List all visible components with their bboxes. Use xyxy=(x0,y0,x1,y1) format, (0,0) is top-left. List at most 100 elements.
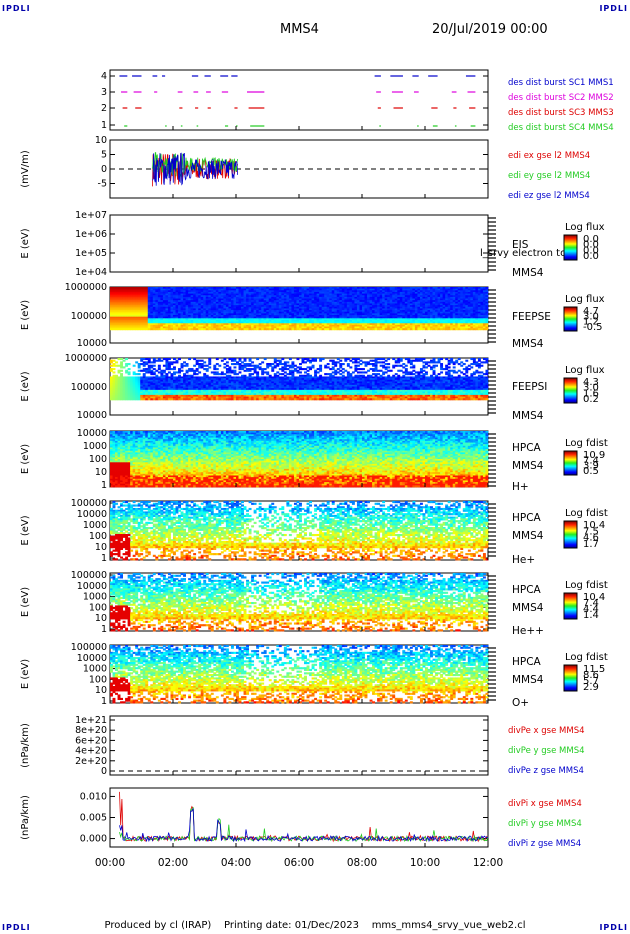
spectrogram-cell xyxy=(178,306,181,309)
spectrogram-cell xyxy=(152,315,156,318)
spectrogram-cell xyxy=(157,371,161,374)
spectrogram-cell xyxy=(230,371,234,374)
spectrogram-cell xyxy=(271,310,275,313)
spectrogram-cell xyxy=(273,328,277,331)
spectrogram-cell xyxy=(195,315,199,318)
spectrogram-cell xyxy=(175,290,179,293)
spectrogram-cell xyxy=(225,313,229,316)
spectrogram-cell xyxy=(273,311,277,314)
spectrogram-cell xyxy=(140,326,144,329)
spectrogram-cell xyxy=(200,291,204,294)
spectrogram-cell xyxy=(256,313,260,316)
legend-entry: des dist burst SC1 MMS1 xyxy=(508,78,614,88)
spectrogram-cell xyxy=(115,324,118,327)
spectrogram-cell xyxy=(165,318,169,321)
spectrogram-cell xyxy=(278,293,282,296)
spectrogram-cell xyxy=(152,290,156,293)
spectrogram-cell xyxy=(246,306,249,309)
spectrogram-cell xyxy=(137,295,141,298)
spectrogram-cell xyxy=(261,323,265,326)
spectrogram-cell xyxy=(152,301,156,304)
spectrogram-cell xyxy=(228,288,232,291)
spectrogram-cell xyxy=(125,311,129,314)
spectrogram-cell xyxy=(157,288,161,291)
spectrogram-cell xyxy=(306,319,310,322)
spectrogram-cell xyxy=(180,296,184,299)
spectrogram-cell xyxy=(215,308,219,311)
spectrogram-cell xyxy=(120,293,123,296)
spectrogram-cell xyxy=(112,323,116,326)
spectrogram-cell xyxy=(193,303,197,306)
spectrogram-cell xyxy=(283,318,287,321)
spectrogram-cell xyxy=(228,287,232,290)
spectrogram-cell xyxy=(150,366,154,369)
spectrogram-cell xyxy=(208,315,212,318)
spectrogram-cell xyxy=(218,323,222,326)
spectrogram-cell xyxy=(195,323,199,326)
spectrogram-cell xyxy=(112,300,116,303)
spectrogram-cell xyxy=(220,324,224,327)
spectrogram-cell xyxy=(200,323,204,326)
spectrogram-cell xyxy=(170,368,174,371)
spectrogram-cell xyxy=(256,326,260,329)
spectrogram-cell xyxy=(293,310,297,313)
spectrogram-cell xyxy=(120,291,123,294)
legend-entry: edi ex gse l2 MMS4 xyxy=(508,151,590,161)
spectrogram-cell xyxy=(233,308,237,311)
spectrogram-cell xyxy=(228,311,232,314)
spectrogram-cell xyxy=(233,288,237,291)
spectrogram-cell xyxy=(205,301,209,304)
spectrogram-cell xyxy=(301,303,305,306)
spectrogram-cell xyxy=(266,295,270,298)
spectrogram-cell xyxy=(193,318,197,321)
spectrogram-cell xyxy=(251,290,255,293)
spectrogram-cell xyxy=(120,298,123,301)
spectrogram-cell xyxy=(165,298,169,301)
spectrogram-cell xyxy=(223,321,227,324)
spectrogram-cell xyxy=(253,287,257,290)
spectrogram-cell xyxy=(198,291,202,294)
spectrogram-cell xyxy=(283,319,287,322)
spectrogram-cell xyxy=(173,291,176,294)
spectrogram-cell xyxy=(185,321,189,324)
spectrogram-cell xyxy=(132,293,136,296)
spectrogram-cell xyxy=(261,324,265,327)
spectrogram-cell xyxy=(288,308,292,311)
spectrogram-cell xyxy=(155,295,159,298)
spectrogram-cell xyxy=(241,310,244,313)
spectrogram-cell xyxy=(293,296,297,299)
spectrogram-cell xyxy=(266,319,270,322)
spectrogram-cell xyxy=(127,301,131,304)
spectrogram-cell xyxy=(288,315,292,318)
spectrogram-cell xyxy=(299,321,302,324)
spectrogram-cell xyxy=(198,328,202,331)
spectrogram-cell xyxy=(228,328,232,331)
spectrogram-cell xyxy=(286,315,290,318)
spectrogram-cell xyxy=(193,364,197,367)
spectrogram-cell xyxy=(213,295,217,298)
spectrogram-cell xyxy=(230,318,234,321)
spectrogram-cell xyxy=(253,305,257,308)
spectrogram-cell xyxy=(157,328,161,331)
spectrogram-cell xyxy=(188,315,192,318)
spectrogram-cell xyxy=(309,311,312,314)
spectrogram-cell xyxy=(127,323,131,326)
spectrogram-cell xyxy=(228,324,232,327)
spectrogram-cell xyxy=(283,313,287,316)
spectrogram-cell xyxy=(140,369,144,372)
spectrogram-cell xyxy=(175,291,179,294)
spectrogram-cell xyxy=(283,311,287,314)
spectrogram-cell xyxy=(210,319,214,322)
spectrogram-cell xyxy=(110,318,113,321)
colorbar-tick-label: -0.5 xyxy=(583,322,603,333)
spectrogram-cell xyxy=(293,290,297,293)
spectrogram-cell xyxy=(273,295,277,298)
spectrogram-cell xyxy=(173,313,176,316)
spectrogram-cell xyxy=(193,324,197,327)
spectrogram-cell xyxy=(150,288,154,291)
spectrogram-cell xyxy=(167,298,171,301)
spectrogram-cell xyxy=(218,315,222,318)
spectrogram-cell xyxy=(122,301,126,304)
spectrogram-cell xyxy=(203,291,207,294)
spectrogram-cell xyxy=(263,293,267,296)
